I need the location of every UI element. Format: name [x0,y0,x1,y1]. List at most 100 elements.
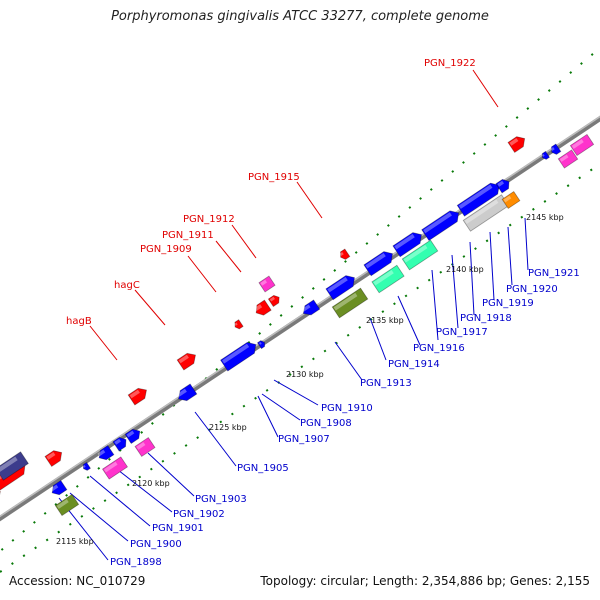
gene-label[interactable]: PGN_1916 [413,343,465,354]
gene-label[interactable]: PGN_1898 [110,557,162,568]
gene-shape-highlight [260,279,267,286]
gene-glyph[interactable] [325,272,358,301]
gene-label[interactable]: hagC [114,280,140,291]
gene-shape [302,299,321,316]
gene-glyph[interactable] [300,299,321,318]
gene-glyph[interactable] [258,275,276,293]
gene-shape-highlight [254,304,263,312]
accession-text: Accession: NC_010729 [9,574,146,588]
tick-label: 2125 kbp [209,423,247,432]
gene-glyph[interactable] [257,339,267,350]
gene-glyph[interactable] [124,427,143,445]
gene-glyph[interactable] [507,134,528,153]
gene-label[interactable]: hagB [66,316,92,327]
gene-glyph[interactable] [134,437,156,457]
gene-label[interactable]: PGN_1907 [278,434,330,445]
gene-glyph[interactable] [401,239,439,271]
gene-shape-highlight [129,389,140,399]
gene-glyph[interactable] [175,383,198,404]
gene-shape [51,479,68,496]
gene-shape-highlight [178,354,189,364]
genome-summary-text: Topology: circular; Length: 2,354,886 bp… [260,574,590,588]
gene-glyph[interactable] [112,435,129,452]
gene-label[interactable]: PGN_1914 [388,359,440,370]
gene-glyph[interactable] [501,190,521,210]
gene-shape-highlight [103,461,118,473]
gene-label[interactable]: PGN_1917 [436,327,488,338]
gene-shape-highlight [571,139,584,149]
gene-glyph[interactable] [549,143,562,156]
gene-shape [551,143,562,155]
gene-label[interactable]: PGN_1918 [460,313,512,324]
gene-label[interactable]: PGN_1915 [248,172,300,183]
gene-shape [401,239,439,271]
gene-label[interactable]: PGN_1912 [183,214,235,225]
top-leader-lines [89,69,499,361]
gene-glyph[interactable] [233,319,244,331]
gene-shape-highlight [301,304,311,312]
gene-glyph[interactable] [541,150,550,160]
gene-glyph[interactable] [220,339,260,372]
gene-label[interactable]: PGN_1909 [140,244,192,255]
gene-shape [258,275,276,293]
gene-shape-highlight [269,296,275,302]
gene-label[interactable]: PGN_1903 [195,494,247,505]
gene-shape [456,182,500,217]
gene-glyph[interactable] [421,207,462,242]
gene-shape-highlight [423,212,452,234]
gene-shape [267,294,280,308]
gene-shape [340,248,351,260]
gene-label[interactable]: PGN_1908 [300,418,352,429]
gene-shape-highlight [46,452,56,460]
gene-shape [507,136,526,153]
gene-label[interactable]: PGN_1922 [424,58,476,69]
gene-shape [421,210,460,242]
gene-glyph[interactable] [49,479,68,498]
gene-glyph[interactable] [253,299,272,318]
gene-shape [98,444,115,461]
gene-glyph[interactable] [0,451,29,481]
gene-glyph[interactable] [176,350,199,371]
gene-label[interactable]: PGN_1913 [360,378,412,389]
gene-glyph[interactable] [82,461,91,471]
tick-label: 2145 kbp [526,213,564,222]
gene-shape [220,341,257,372]
gene-glyph[interactable] [569,133,595,157]
gene-glyph[interactable] [54,493,80,517]
gene-glyph[interactable] [363,248,396,277]
gene-shape-highlight [503,195,512,203]
gene-label[interactable]: PGN_1911 [162,230,214,241]
gene-shape-highlight [373,269,394,286]
gene-glyph[interactable] [392,229,425,258]
gene-label[interactable]: PGN_1921 [528,268,580,279]
gene-shape [101,456,129,480]
gene-glyph[interactable] [127,385,150,406]
gene-shape-highlight [550,146,555,151]
gene-label[interactable]: PGN_1910 [321,403,373,414]
gene-glyph[interactable] [557,149,579,169]
gene-glyph[interactable] [96,444,115,463]
gene-glyph[interactable] [495,177,512,194]
gene-glyph[interactable] [44,448,65,467]
gene-label[interactable]: PGN_1902 [173,509,225,520]
gene-glyph[interactable] [338,248,351,261]
gene-shape [331,287,369,319]
gene-shape [392,232,422,258]
gene-shape-highlight [394,233,415,250]
gene-glyph[interactable] [371,264,405,294]
gene-label[interactable]: PGN_1900 [130,539,182,550]
gene-glyph[interactable] [456,180,502,217]
gene-glyph[interactable] [331,287,369,319]
gene-label[interactable]: PGN_1919 [482,298,534,309]
gene-shape [495,178,510,194]
gene-shape-highlight [559,154,569,162]
gene-glyph[interactable] [101,456,129,480]
gene-label[interactable]: PGN_1920 [506,284,558,295]
bottom-leader-lines [58,217,529,561]
gene-label[interactable]: PGN_1901 [152,523,204,534]
gene-shape [234,319,244,330]
gene-glyph[interactable] [267,293,281,308]
gene-label[interactable]: PGN_1905 [237,463,289,474]
